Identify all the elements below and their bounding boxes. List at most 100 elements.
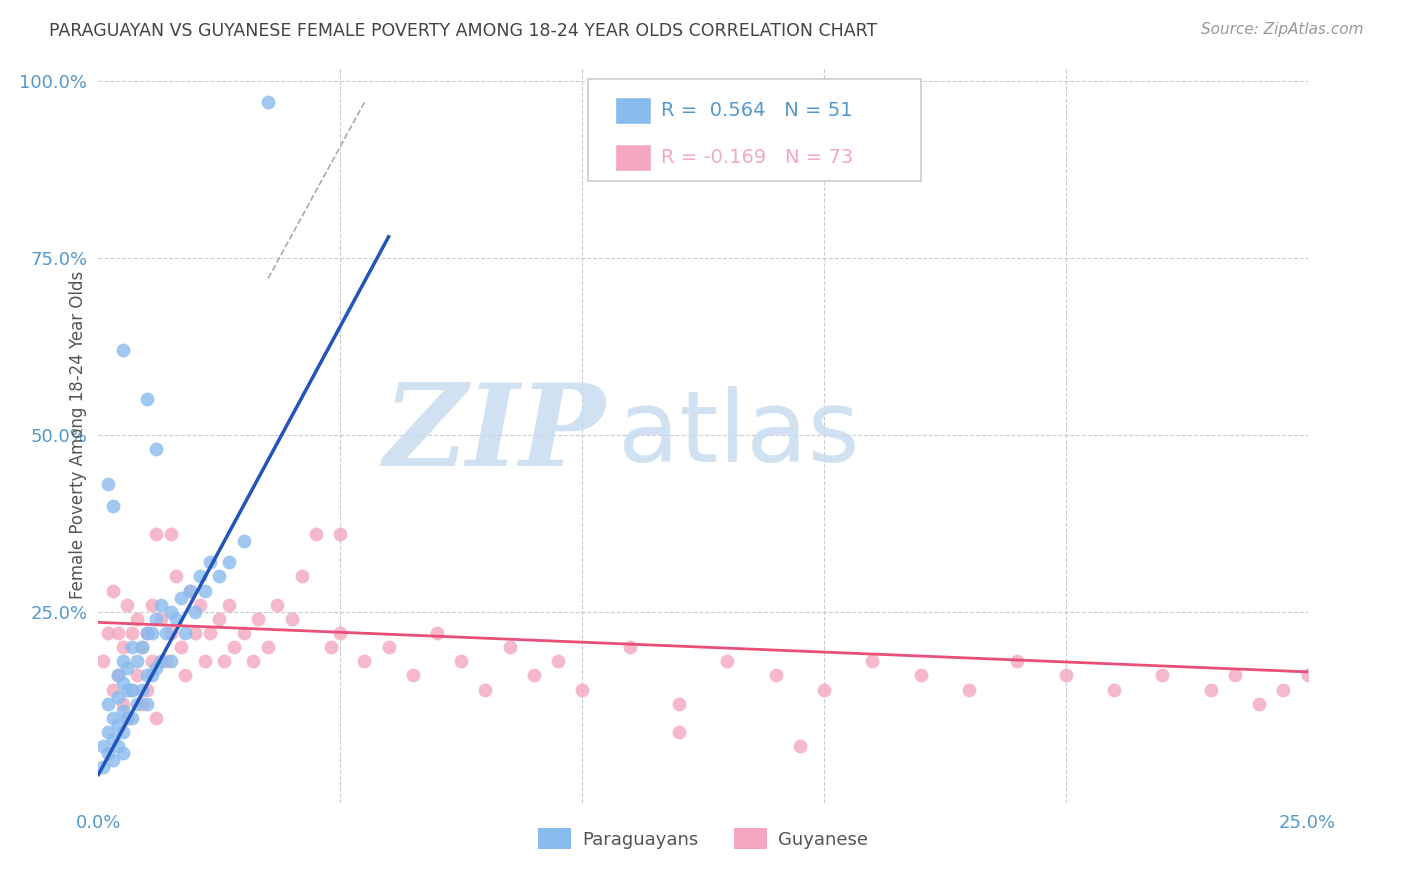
Point — [1102, 682, 1125, 697]
Point — [329, 527, 352, 541]
Point — [121, 711, 143, 725]
Point — [111, 675, 134, 690]
Point — [111, 746, 134, 760]
Point — [194, 654, 217, 668]
Point — [160, 527, 183, 541]
Point — [117, 598, 139, 612]
Point — [117, 682, 139, 697]
Point — [155, 654, 177, 668]
Point — [1007, 654, 1029, 668]
Point — [101, 682, 124, 697]
Point — [101, 711, 124, 725]
Point — [97, 626, 120, 640]
Point — [426, 626, 449, 640]
Point — [232, 533, 254, 548]
Point — [165, 569, 187, 583]
Point — [135, 626, 157, 640]
Point — [188, 598, 211, 612]
Point — [135, 392, 157, 407]
Point — [169, 640, 191, 654]
Point — [402, 668, 425, 682]
Point — [198, 555, 221, 569]
Point — [222, 640, 245, 654]
Bar — [614, 97, 651, 124]
Point — [165, 612, 187, 626]
Point — [131, 682, 153, 697]
Point — [212, 654, 235, 668]
Point — [305, 527, 328, 541]
Point — [135, 682, 157, 697]
Point — [668, 725, 690, 739]
Point — [571, 682, 593, 697]
Point — [135, 626, 157, 640]
Point — [111, 697, 134, 711]
Point — [256, 95, 278, 110]
Point — [101, 753, 124, 767]
Point — [101, 583, 124, 598]
Point — [174, 668, 197, 682]
Point — [117, 711, 139, 725]
Point — [789, 739, 811, 754]
Point — [1223, 668, 1246, 682]
Point — [145, 527, 167, 541]
Point — [910, 668, 932, 682]
Point — [121, 626, 143, 640]
Point — [208, 612, 231, 626]
Point — [498, 640, 520, 654]
Point — [957, 682, 980, 697]
Point — [1296, 668, 1319, 682]
Point — [111, 704, 134, 718]
Point — [1272, 682, 1295, 697]
Text: ZIP: ZIP — [384, 379, 606, 491]
Point — [127, 654, 149, 668]
Text: Source: ZipAtlas.com: Source: ZipAtlas.com — [1201, 22, 1364, 37]
Point — [131, 640, 153, 654]
Point — [716, 654, 738, 668]
Point — [474, 682, 496, 697]
Point — [1054, 668, 1077, 682]
Point — [101, 732, 124, 747]
Point — [150, 598, 173, 612]
Point — [547, 654, 569, 668]
Point — [141, 598, 163, 612]
Point — [188, 569, 211, 583]
Point — [179, 583, 201, 598]
Point — [169, 591, 191, 605]
Point — [218, 555, 240, 569]
FancyBboxPatch shape — [588, 79, 921, 181]
Point — [1249, 697, 1271, 711]
Point — [619, 640, 641, 654]
Point — [121, 682, 143, 697]
Point — [111, 654, 134, 668]
Point — [145, 442, 167, 456]
Point — [141, 626, 163, 640]
Point — [101, 499, 124, 513]
Point — [141, 668, 163, 682]
Text: R = -0.169   N = 73: R = -0.169 N = 73 — [661, 148, 853, 167]
Point — [97, 477, 120, 491]
Point — [813, 682, 835, 697]
Point — [160, 605, 183, 619]
Point — [668, 697, 690, 711]
Point — [184, 605, 207, 619]
Point — [247, 612, 270, 626]
Text: R =  0.564   N = 51: R = 0.564 N = 51 — [661, 101, 852, 120]
Point — [860, 654, 883, 668]
Point — [256, 640, 278, 654]
Point — [97, 746, 120, 760]
Point — [184, 626, 207, 640]
Point — [107, 690, 129, 704]
Point — [450, 654, 472, 668]
Bar — [614, 145, 651, 170]
Point — [218, 598, 240, 612]
Legend: Paraguayans, Guyanese: Paraguayans, Guyanese — [538, 828, 868, 849]
Point — [145, 612, 167, 626]
Point — [117, 711, 139, 725]
Point — [329, 626, 352, 640]
Point — [91, 739, 114, 754]
Point — [266, 598, 288, 612]
Point — [111, 640, 134, 654]
Point — [131, 697, 153, 711]
Point — [208, 569, 231, 583]
Point — [174, 626, 197, 640]
